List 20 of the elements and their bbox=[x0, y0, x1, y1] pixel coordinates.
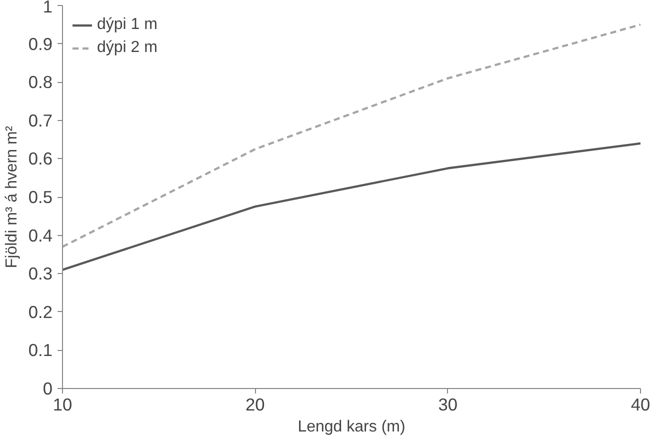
x-tick-label: 40 bbox=[630, 394, 650, 414]
x-tick-label: 10 bbox=[52, 394, 72, 414]
y-tick-label: 1 bbox=[42, 0, 53, 16]
legend-label: dýpi 1 m bbox=[97, 16, 158, 34]
y-tick-label: 0.5 bbox=[28, 187, 53, 207]
y-tick-label: 0.1 bbox=[28, 340, 53, 360]
y-tick-label: 0.2 bbox=[28, 302, 53, 322]
y-axis-title: Fjöldi m³ á hvern m² bbox=[3, 125, 20, 268]
y-tick-label: 0.6 bbox=[28, 148, 53, 169]
y-tick-label: 0.7 bbox=[28, 110, 53, 130]
x-tick-label: 30 bbox=[438, 394, 458, 414]
y-tick-label: 0.3 bbox=[28, 264, 53, 284]
y-tick-label: 0.8 bbox=[28, 72, 53, 92]
y-tick-label: 0 bbox=[42, 378, 53, 398]
y-tick-label: 0.4 bbox=[28, 225, 53, 246]
x-tick-label: 20 bbox=[246, 394, 265, 414]
legend-label: dýpi 2 m bbox=[97, 39, 158, 57]
line-series bbox=[62, 142, 640, 271]
y-tick-label: 0.9 bbox=[28, 34, 53, 54]
x-axis-title: Lengd kars (m) bbox=[298, 418, 406, 436]
